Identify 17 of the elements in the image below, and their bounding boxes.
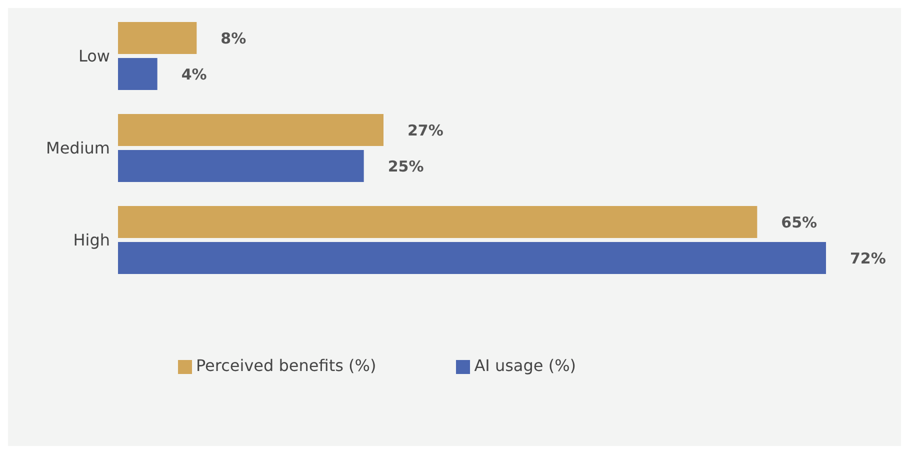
bar xyxy=(118,22,197,54)
data-label: 8% xyxy=(220,29,246,48)
bar xyxy=(118,150,364,182)
y-tick-label: High xyxy=(73,230,110,250)
legend-label: AI usage (%) xyxy=(474,356,576,375)
y-tick-label: Medium xyxy=(46,138,110,158)
data-label: 72% xyxy=(850,249,886,268)
data-label: 25% xyxy=(388,157,424,176)
data-label: 27% xyxy=(408,121,444,140)
data-label: 4% xyxy=(181,65,207,84)
bar xyxy=(118,114,384,146)
y-tick-label: Low xyxy=(78,46,110,66)
legend-label: Perceived benefits (%) xyxy=(196,356,376,375)
bar xyxy=(118,206,758,238)
bar xyxy=(118,242,826,274)
data-label: 65% xyxy=(781,213,818,232)
bar xyxy=(118,58,158,90)
